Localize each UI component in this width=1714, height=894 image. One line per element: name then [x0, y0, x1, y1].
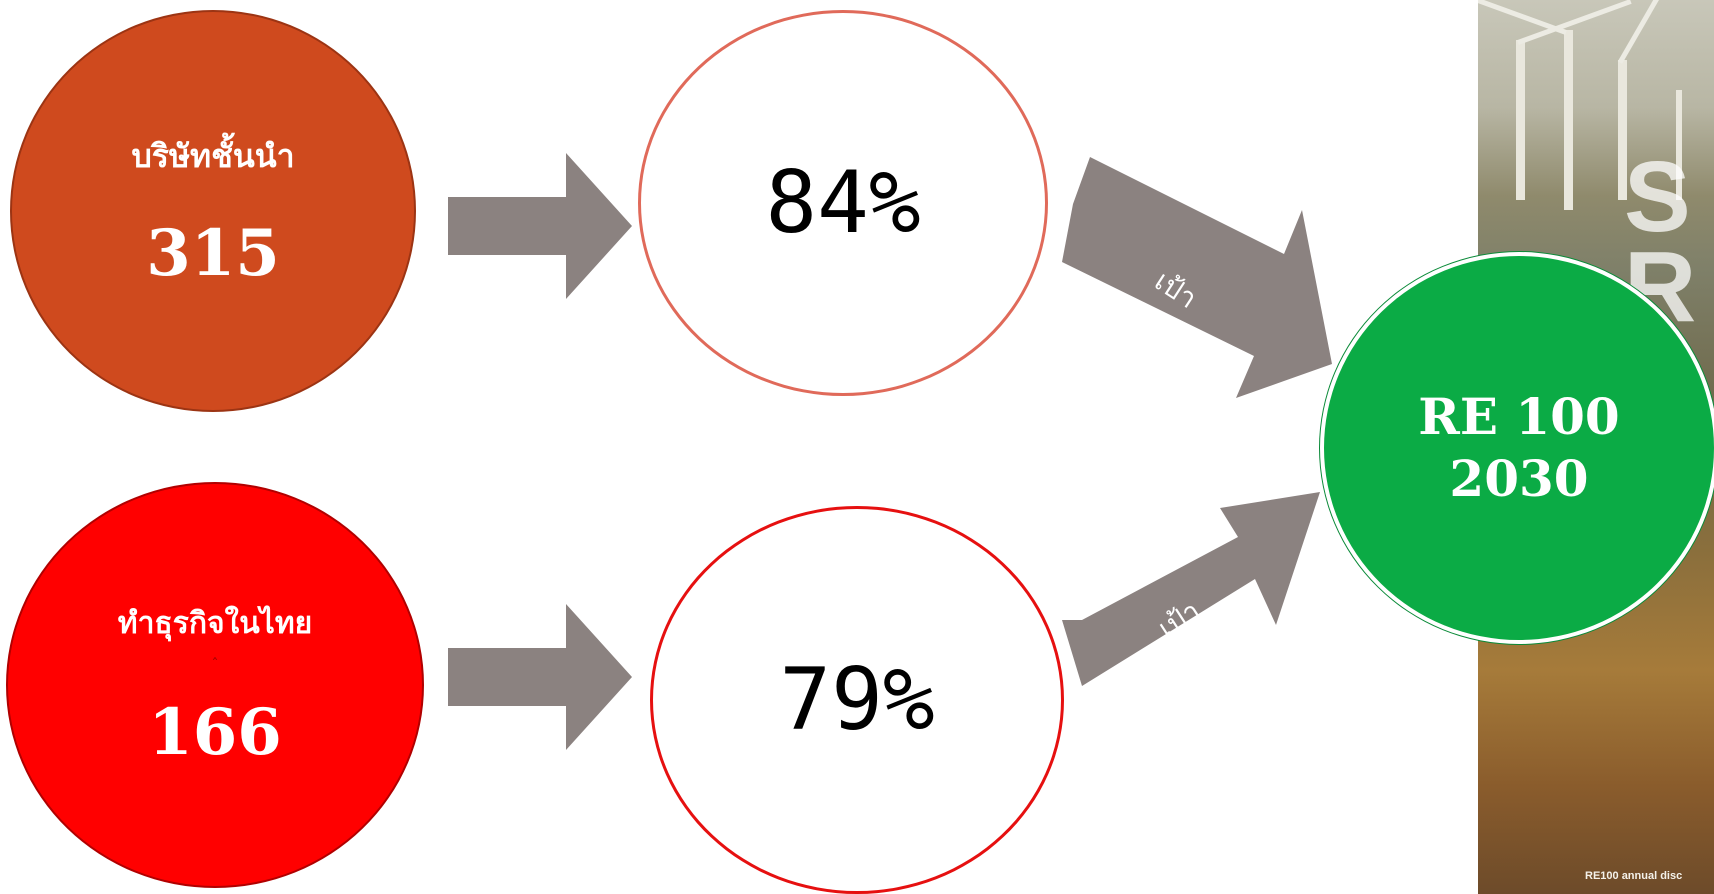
thailand-tick-mark: ˆ	[211, 657, 219, 673]
re100-year: 2030	[1449, 449, 1589, 508]
arrow-79-to-target	[1062, 492, 1320, 686]
thailand-business-label: ทำธุรกิจในไทย	[117, 606, 313, 641]
background-caption: RE100 annual disc	[1585, 870, 1683, 882]
leading-companies-count: 315	[146, 216, 280, 291]
percentage-bottom-circle: 79%	[650, 506, 1064, 894]
leading-companies-circle: บริษัทชั้นนำ 315	[10, 10, 416, 412]
percentage-top-value: 84%	[765, 153, 921, 253]
arrow-84-to-target	[1062, 157, 1332, 398]
percentage-top-circle: 84%	[638, 10, 1048, 396]
thailand-business-count: 166	[148, 695, 282, 770]
background-letter-s: S	[1624, 141, 1691, 253]
re100-target-circle: RE 100 2030	[1320, 252, 1714, 644]
leading-companies-label: บริษัทชั้นนำ	[131, 137, 295, 175]
percentage-bottom-value: 79%	[779, 650, 935, 750]
thailand-business-circle: ทำธุรกิจในไทย ˆ 166	[6, 482, 424, 888]
arrow-leading-to-84	[448, 153, 632, 299]
arrow-thailand-to-79	[448, 604, 632, 750]
re100-title: RE 100	[1418, 387, 1620, 446]
